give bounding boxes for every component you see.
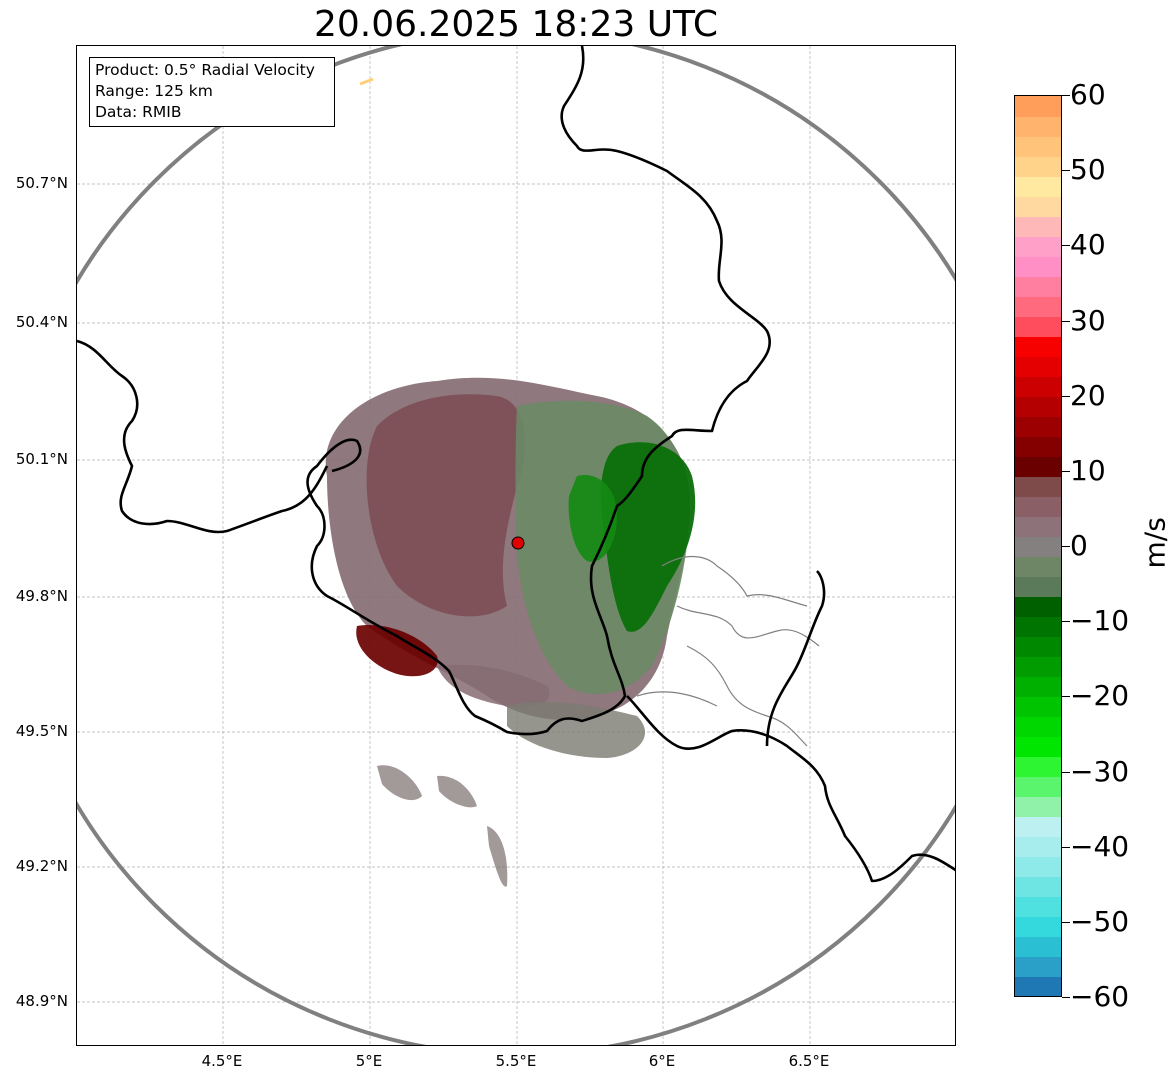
product-info-box: Product: 0.5° Radial Velocity Range: 125… bbox=[89, 57, 335, 127]
colorbar-segment bbox=[1015, 136, 1061, 157]
colorbar-segment bbox=[1015, 936, 1061, 957]
colorbar-tick-label: 20 bbox=[1070, 378, 1106, 412]
colorbar-tick-label: 50 bbox=[1070, 153, 1106, 187]
colorbar-segment bbox=[1015, 536, 1061, 557]
colorbar-segment bbox=[1015, 376, 1061, 397]
colorbar-segment bbox=[1015, 436, 1061, 457]
colorbar-segment bbox=[1015, 456, 1061, 477]
colorbar-segment bbox=[1015, 896, 1061, 917]
colorbar-segment bbox=[1015, 676, 1061, 697]
colorbar-segment bbox=[1015, 856, 1061, 877]
colorbar-tick-label: −10 bbox=[1070, 604, 1130, 638]
colorbar-segment bbox=[1015, 556, 1061, 577]
colorbar-unit-label: m/s bbox=[1138, 517, 1171, 569]
colorbar-tick bbox=[1062, 546, 1070, 547]
colorbar-tick bbox=[1062, 846, 1070, 848]
radar-map[interactable] bbox=[76, 45, 956, 1046]
lat-label-49.8: 49.8°N bbox=[15, 587, 68, 605]
radar-site-marker[interactable] bbox=[511, 536, 525, 550]
colorbar-tick-label: −20 bbox=[1070, 679, 1130, 713]
lat-label-49.5: 49.5°N bbox=[15, 722, 68, 740]
colorbar-segment bbox=[1015, 316, 1061, 337]
colorbar-segment bbox=[1015, 276, 1061, 297]
colorbar-tick-label: −50 bbox=[1070, 904, 1130, 938]
lat-label-50.4: 50.4°N bbox=[15, 313, 68, 331]
colorbar-segment bbox=[1015, 516, 1061, 537]
colorbar-segment bbox=[1015, 156, 1061, 177]
info-data: Data: RMIB bbox=[95, 103, 182, 121]
colorbar-tick bbox=[1062, 997, 1070, 998]
colorbar-tick bbox=[1062, 771, 1070, 773]
colorbar-tick-label: −60 bbox=[1070, 980, 1130, 1013]
colorbar-segment bbox=[1015, 296, 1061, 317]
colorbar-segment bbox=[1015, 496, 1061, 517]
lon-label-4.5: 4.5°E bbox=[201, 1052, 243, 1070]
lat-label-50.7: 50.7°N bbox=[15, 174, 68, 192]
map-svg bbox=[77, 46, 955, 1045]
colorbar-segment bbox=[1015, 876, 1061, 897]
colorbar-segment bbox=[1015, 756, 1061, 777]
colorbar-segment bbox=[1015, 476, 1061, 497]
colorbar-segment bbox=[1015, 776, 1061, 797]
colorbar-segment bbox=[1015, 216, 1061, 237]
velocity-echoes bbox=[325, 77, 696, 887]
colorbar-segment bbox=[1015, 836, 1061, 857]
colorbar-segment bbox=[1015, 716, 1061, 737]
colorbar-tick bbox=[1062, 320, 1070, 322]
lat-label-50.1: 50.1°N bbox=[15, 450, 68, 468]
lat-label-49.2: 49.2°N bbox=[15, 857, 68, 875]
colorbar-segment bbox=[1015, 256, 1061, 277]
colorbar-segment bbox=[1015, 96, 1061, 117]
colorbar-segment bbox=[1015, 656, 1061, 677]
colorbar-segment bbox=[1015, 696, 1061, 717]
lon-label-6: 6°E bbox=[648, 1052, 676, 1070]
colorbar-segment bbox=[1015, 976, 1061, 996]
colorbar-tick bbox=[1062, 395, 1070, 397]
country-borders bbox=[77, 46, 955, 883]
info-product: Product: 0.5° Radial Velocity bbox=[95, 61, 315, 79]
colorbar-tick-label: 60 bbox=[1070, 78, 1106, 111]
colorbar-segment bbox=[1015, 236, 1061, 257]
lat-label-48.9: 48.9°N bbox=[15, 992, 68, 1010]
info-range: Range: 125 km bbox=[95, 82, 213, 100]
colorbar-tick-label: 40 bbox=[1070, 228, 1106, 262]
colorbar-tick-label: 10 bbox=[1070, 453, 1106, 487]
colorbar-segment bbox=[1015, 636, 1061, 657]
colorbar-tick bbox=[1062, 696, 1070, 698]
colorbar bbox=[1014, 95, 1062, 997]
colorbar-segment bbox=[1015, 356, 1061, 377]
colorbar-tick bbox=[1062, 470, 1070, 472]
colorbar-segment bbox=[1015, 956, 1061, 977]
colorbar-segment bbox=[1015, 916, 1061, 937]
colorbar-tick-label: −30 bbox=[1070, 754, 1130, 788]
map-title: 20.06.2025 18:23 UTC bbox=[313, 4, 719, 45]
colorbar-tick-label: 0 bbox=[1070, 529, 1088, 562]
colorbar-segment bbox=[1015, 796, 1061, 817]
colorbar-tick bbox=[1062, 621, 1070, 623]
colorbar-tick bbox=[1062, 170, 1070, 172]
colorbar-segment bbox=[1015, 116, 1061, 137]
colorbar-segment bbox=[1015, 196, 1061, 217]
colorbar-tick bbox=[1062, 95, 1070, 96]
colorbar-tick bbox=[1062, 921, 1070, 923]
lon-label-5: 5°E bbox=[355, 1052, 383, 1070]
colorbar-segment bbox=[1015, 616, 1061, 637]
colorbar-segment bbox=[1015, 816, 1061, 837]
colorbar-segment bbox=[1015, 336, 1061, 357]
province-boundaries bbox=[636, 556, 820, 747]
colorbar-segment bbox=[1015, 416, 1061, 437]
colorbar-segment bbox=[1015, 396, 1061, 417]
colorbar-tick-label: −40 bbox=[1070, 829, 1130, 863]
lon-label-6.5: 6.5°E bbox=[788, 1052, 830, 1070]
colorbar-tick-label: 30 bbox=[1070, 303, 1106, 337]
colorbar-segment bbox=[1015, 596, 1061, 617]
colorbar-segment bbox=[1015, 176, 1061, 197]
lon-label-5.5: 5.5°E bbox=[495, 1052, 537, 1070]
colorbar-tick bbox=[1062, 245, 1070, 247]
colorbar-segment bbox=[1015, 736, 1061, 757]
colorbar-segment bbox=[1015, 576, 1061, 597]
